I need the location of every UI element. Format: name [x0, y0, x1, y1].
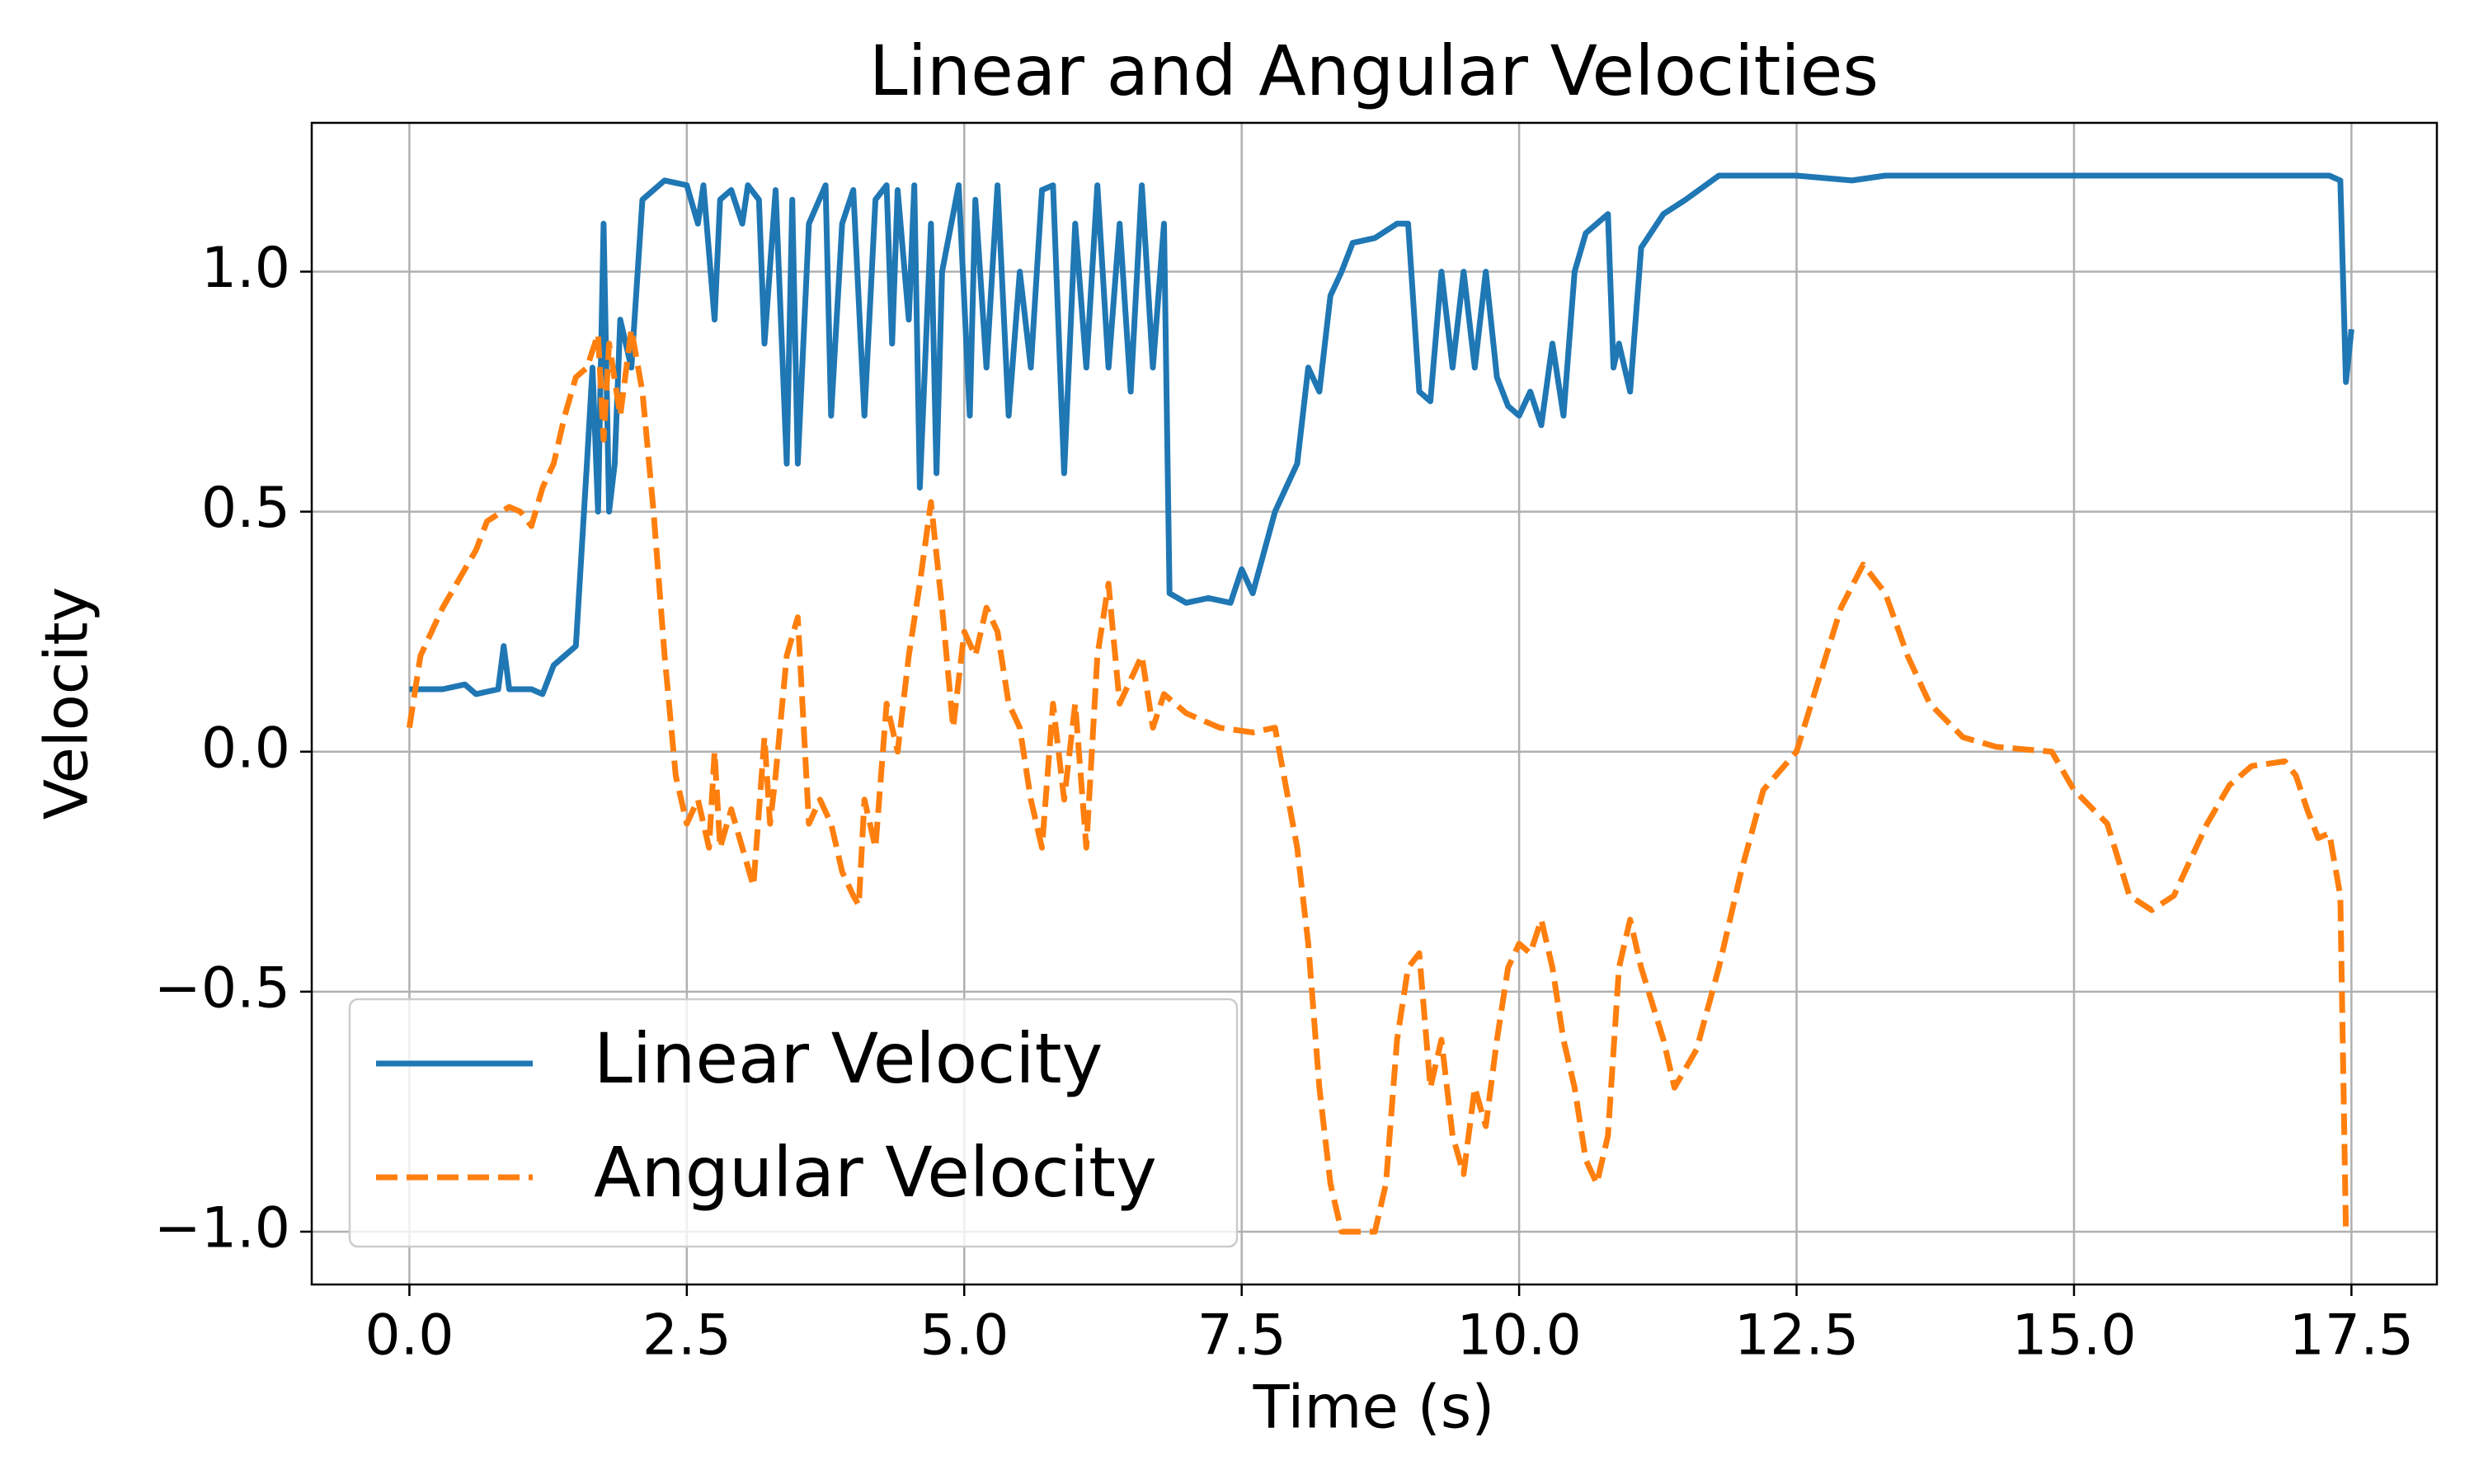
x-tick-label: 0.0 [365, 1303, 454, 1369]
y-tick-label: 0.0 [201, 716, 290, 781]
x-tick-label: 15.0 [2011, 1303, 2136, 1369]
x-tick-label: 2.5 [642, 1303, 731, 1369]
x-tick-label: 17.5 [2289, 1303, 2414, 1369]
data-line [406, 326, 2349, 1235]
y-tick-label: 0.5 [201, 476, 290, 541]
y-tick-label: −0.5 [154, 956, 290, 1021]
x-tick-label: 10.0 [1456, 1303, 1581, 1369]
data-line [409, 172, 2354, 697]
chart-title: Linear and Angular Velocities [869, 31, 1879, 111]
x-axis-label: Time (s) [1253, 1373, 1495, 1442]
plot-frame [310, 121, 2439, 1286]
legend-box [348, 998, 1239, 1248]
y-axis-label: Velocity [32, 587, 101, 819]
y-tick-label: −1.0 [154, 1196, 290, 1261]
x-tick-label: 12.5 [1734, 1303, 1859, 1369]
legend-label: Linear Velocity [594, 1018, 1103, 1099]
x-tick-label: 7.5 [1197, 1303, 1286, 1369]
legend-label: Angular Velocity [594, 1132, 1157, 1213]
x-tick-label: 5.0 [920, 1303, 1009, 1369]
y-tick-label: 1.0 [201, 236, 290, 301]
